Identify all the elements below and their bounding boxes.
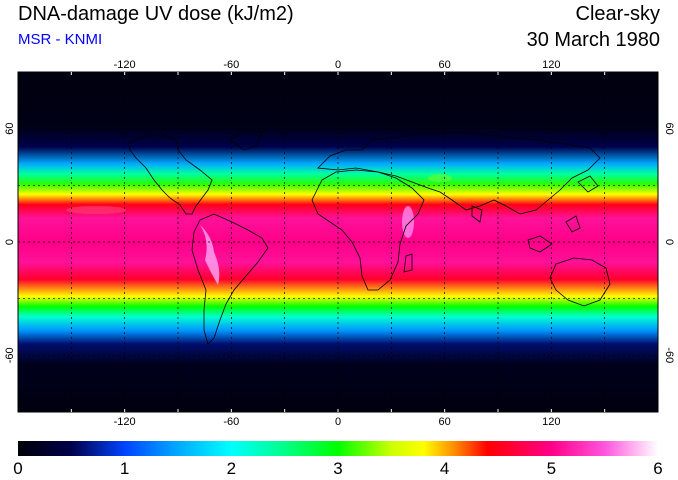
japan-coast xyxy=(577,175,599,193)
philippines-coast xyxy=(565,215,581,233)
colorbar-tick-label: 1 xyxy=(120,459,129,478)
colorbar-tick-label: 5 xyxy=(547,459,556,478)
lon-tick-label-bottom: 60 xyxy=(439,416,451,428)
colorbar-tick-label: 4 xyxy=(440,459,449,478)
gridlines xyxy=(18,72,658,412)
colorbar-tick-label: 6 xyxy=(653,459,662,478)
lat-tick-label-left: 0 xyxy=(4,239,16,245)
lat-tick-label-right: 0 xyxy=(663,239,675,245)
lon-tick-label-bottom: -60 xyxy=(223,416,239,428)
map-title: DNA-damage UV dose (kJ/m2) xyxy=(18,3,294,25)
madagascar-coast xyxy=(403,253,413,273)
lon-tick-label-top: -60 xyxy=(223,59,239,71)
lon-tick-label-top: 60 xyxy=(439,59,451,71)
borneo-coast xyxy=(527,235,553,253)
lon-tick-label-top: 0 xyxy=(335,59,341,71)
lat-tick-label-left: 60 xyxy=(4,123,16,135)
colorbar-tick-label: 0 xyxy=(13,459,22,478)
date-label: 30 March 1980 xyxy=(526,29,660,51)
andes-high-uv xyxy=(200,225,220,285)
mideast-band xyxy=(428,174,452,182)
coastlines xyxy=(127,129,611,345)
greenland-coast xyxy=(229,129,263,151)
colorbar-tick-label: 3 xyxy=(333,459,342,478)
tick-marks xyxy=(70,72,606,412)
north-america-coast xyxy=(127,133,213,215)
source-label: MSR - KNMI xyxy=(18,31,103,48)
lat-tick-label-right: -60 xyxy=(663,347,675,363)
map-field xyxy=(18,72,658,412)
colorbar-tick-label: 2 xyxy=(227,459,236,478)
eurasia-coast xyxy=(317,131,601,215)
lon-tick-label-top: 120 xyxy=(542,59,560,71)
lon-tick-label-top: -120 xyxy=(114,59,136,71)
india-coast xyxy=(471,205,483,223)
pacific-band xyxy=(66,206,126,214)
lon-tick-label-bottom: -120 xyxy=(114,416,136,428)
lat-tick-label-right: 60 xyxy=(663,123,675,135)
australia-coast xyxy=(549,257,611,307)
colorbar-labels: 0 1 2 3 4 5 6 xyxy=(13,459,662,478)
africa-coast xyxy=(311,169,425,291)
tick-labels: -120 -120 -60 -60 0 0 60 60 120 120 60 60 0 0 -60 -60 xyxy=(4,59,675,428)
lat-tick-label-left: -60 xyxy=(4,347,16,363)
lon-tick-label-bottom: 120 xyxy=(542,416,560,428)
lon-tick-label-bottom: 0 xyxy=(335,416,341,428)
colorbar xyxy=(18,441,658,456)
sky-condition-label: Clear-sky xyxy=(575,3,660,25)
south-america-coast xyxy=(191,213,269,345)
